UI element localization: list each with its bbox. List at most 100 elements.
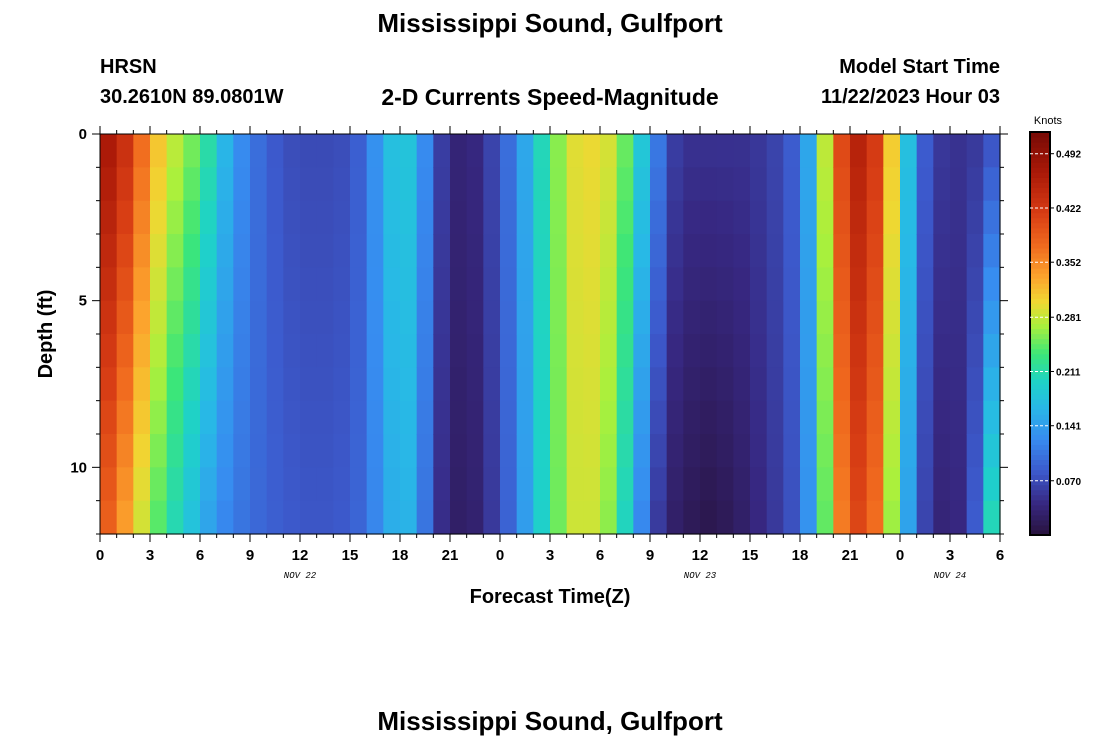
heatmap-cell [316, 467, 334, 502]
heatmap-cell [950, 500, 968, 535]
heatmap-cell [850, 400, 868, 435]
heatmap-cell [250, 400, 268, 435]
colorbar-segment [1030, 268, 1050, 274]
colorbar-segment [1030, 378, 1050, 385]
axes: 0 3 6 9 12 15 18 21 0 3 6 9 12 15 18 21 0 3 6 NOV 22 NOV 23 N… [70, 126, 1008, 581]
heatmap-cell [683, 367, 701, 402]
heatmap-cell [866, 300, 884, 335]
heatmap-cell [233, 434, 251, 468]
heatmap-cell [283, 434, 301, 468]
heatmap-cell [150, 134, 168, 168]
heatmap-cell [250, 267, 268, 302]
colorbar-segment [1030, 449, 1050, 455]
heatmap-cell [466, 300, 484, 335]
heatmap-cell [966, 300, 984, 335]
heatmap-cell [250, 500, 268, 535]
heatmap-cell [933, 267, 951, 302]
heatmap-cell [900, 300, 918, 335]
heatmap-cell [616, 300, 634, 335]
heatmap-cell [466, 467, 484, 502]
heatmap-cell [283, 467, 301, 502]
heatmap-cell [783, 434, 801, 468]
heatmap-cell [916, 467, 934, 502]
heatmap-cell [633, 467, 651, 502]
heatmap-cell [983, 434, 1001, 468]
heatmap-cell [266, 134, 284, 168]
heatmap-cell [733, 167, 751, 202]
heatmap-cell [350, 167, 368, 202]
colorbar-segment [1030, 439, 1050, 445]
heatmap-cell [766, 434, 784, 468]
heatmap-cell [950, 167, 968, 202]
heatmap-cell [800, 334, 818, 368]
heatmap-cell [400, 467, 418, 502]
heatmap-cell [883, 334, 901, 368]
colorbar-segment [1030, 333, 1050, 340]
heatmap-cell [900, 467, 918, 502]
heatmap-cell [183, 334, 201, 368]
heatmap-cell [983, 267, 1001, 302]
heatmap-cell [883, 167, 901, 202]
heatmap-cell [650, 200, 668, 235]
heatmap-cell [700, 200, 718, 235]
heatmap-cell [450, 500, 468, 535]
heatmap-cell [766, 134, 784, 168]
heatmap-cell [216, 434, 234, 468]
heatmap-cell [100, 267, 118, 302]
heatmap-cell [683, 234, 701, 268]
heatmap-cell [850, 334, 868, 368]
heatmap-cell [333, 134, 351, 168]
heatmap-cell [666, 267, 684, 302]
heatmap-cell [916, 134, 934, 168]
heatmap-cell [733, 300, 751, 335]
heatmap-cell [700, 434, 718, 468]
heatmap-cell [833, 234, 851, 268]
heatmap-cell [716, 400, 734, 435]
heatmap-cell [133, 134, 151, 168]
heatmap-cell [266, 400, 284, 435]
heatmap-cell [516, 234, 534, 268]
colorbar-segment [1030, 424, 1050, 430]
heatmap-cell [316, 334, 334, 368]
heatmap-cell [250, 334, 268, 368]
heatmap-cell [683, 134, 701, 168]
heatmap-cell [716, 234, 734, 268]
heatmap-cell [533, 434, 551, 468]
heatmap-cell [200, 400, 218, 435]
heatmap-cell [466, 134, 484, 168]
heatmap-cell [366, 300, 384, 335]
heatmap-cell [466, 334, 484, 368]
heatmap-cell [116, 467, 134, 502]
heatmap-cell [233, 167, 251, 202]
heatmap-cell [950, 434, 968, 468]
heatmap-cell [683, 167, 701, 202]
x-tick-label: 3 [146, 547, 154, 564]
heatmap-cell [666, 167, 684, 202]
heatmap-cell [683, 400, 701, 435]
heatmap-cell [233, 134, 251, 168]
heatmap-cell [933, 434, 951, 468]
x-tick-label: 21 [842, 547, 859, 564]
heatmap-cell [200, 467, 218, 502]
heatmap-cell [733, 500, 751, 535]
heatmap-cell [350, 467, 368, 502]
heatmap-cell [500, 334, 518, 368]
heatmap-cell [383, 300, 401, 335]
heatmap-cell [650, 434, 668, 468]
heatmap-cell [366, 334, 384, 368]
heatmap-cell [333, 367, 351, 402]
heatmap-cell [983, 334, 1001, 368]
heatmap-cell [833, 467, 851, 502]
heatmap-cell [500, 234, 518, 268]
heatmap-cell [383, 167, 401, 202]
heatmap-cell [200, 434, 218, 468]
heatmap-cell [700, 267, 718, 302]
heatmap-cell [666, 134, 684, 168]
heatmap-cell [550, 467, 568, 502]
heatmap-cell [866, 500, 884, 535]
heatmap-cell [750, 167, 768, 202]
heatmap-cell [983, 400, 1001, 435]
heatmap-cell [483, 167, 501, 202]
heatmap-cell [450, 400, 468, 435]
